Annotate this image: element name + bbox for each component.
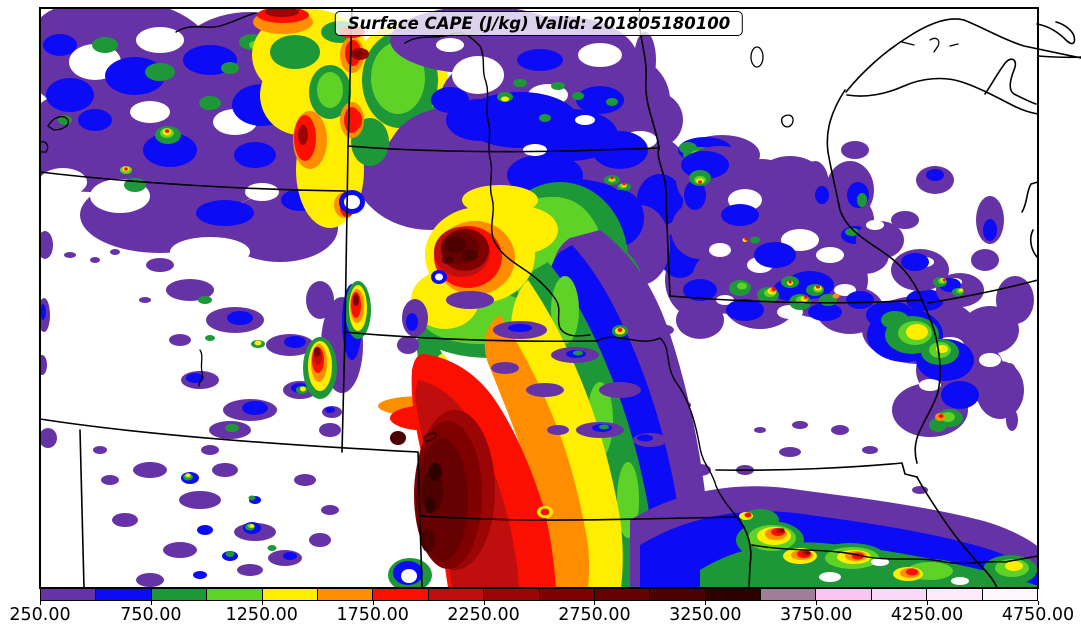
colorbar-tick	[1038, 601, 1039, 605]
colorbar-segment-500	[96, 589, 152, 600]
contour-nebraska-speckles	[446, 291, 691, 447]
colorbar-tick	[261, 601, 263, 605]
colorbar-tick	[150, 601, 152, 605]
missouri-river-montana	[175, 12, 257, 33]
lake-superior-coastline	[750, 18, 1081, 259]
border-iowa-minnesota	[669, 295, 923, 304]
keweenaw-peninsula	[984, 58, 1037, 105]
colorbar-tick-label: 2250.00	[447, 605, 520, 625]
colorbar-segment-3250	[705, 589, 762, 600]
isle-royale-area	[1036, 21, 1076, 45]
colorbar-tick-label: 3750.00	[780, 605, 853, 625]
colorbar-segment-250	[41, 589, 97, 600]
mille-lacs-lake	[750, 46, 764, 68]
colorbar-tick-label: 1250.00	[225, 605, 298, 625]
colorbar-tick	[705, 601, 707, 605]
colorbar-segment-4000	[871, 589, 928, 600]
colorbar-segment-1250	[262, 589, 318, 600]
colorbar-segment-3500	[761, 589, 817, 600]
border-minnesota-wisconsin	[826, 89, 923, 301]
contour-wyoming	[139, 258, 341, 439]
state-borders	[39, 7, 1039, 589]
lake-superior-north-shore	[845, 18, 1081, 93]
colorbar-segment-4250	[927, 589, 983, 600]
superior-shore-overflow	[1037, 55, 1081, 59]
superior-islands	[901, 37, 959, 53]
colorbar-tick	[594, 601, 596, 605]
colorbar-segment-2750	[594, 589, 651, 600]
colorbar-tick	[816, 601, 818, 605]
lake-michigan-door-peninsula	[1021, 181, 1039, 259]
colorbar-segment-2500	[539, 589, 595, 600]
colorbar-tick	[372, 601, 374, 605]
leech-lake	[781, 114, 794, 128]
colorbar-tick-label: 1750.00	[336, 605, 409, 625]
contour-wisconsin	[801, 141, 1004, 307]
colorbar-segment-1750	[373, 589, 429, 600]
wyoming-lake-squiggle	[198, 349, 204, 387]
colorbar	[40, 588, 1038, 601]
border-colorado-kansas	[417, 451, 423, 589]
colorbar-tick	[927, 601, 929, 605]
border-wisconsin-illinois	[927, 279, 1039, 304]
colorbar-segment-2250	[484, 589, 540, 600]
colorbar-segment-1000	[207, 589, 263, 600]
map-title: Surface CAPE (J/kg) Valid: 201805180100	[334, 11, 744, 36]
mississippi-river-iowa-illinois	[914, 299, 942, 464]
missouri-river-nebraska-iowa	[596, 336, 738, 518]
lake-superior-south-shore	[846, 77, 1039, 115]
missouri-river-missouri	[751, 544, 1039, 565]
border-southdakota-nebraska	[343, 331, 598, 343]
border-iowa-missouri	[715, 462, 918, 478]
contour-colorado	[40, 428, 339, 587]
colorbar-tick-label: 2750.00	[558, 605, 631, 625]
colorbar-tick	[483, 601, 485, 605]
border-colorado-utah	[79, 429, 85, 589]
border-kansas-missouri	[736, 516, 752, 589]
colorbar-segment-2000	[428, 589, 485, 600]
colorbar-tick	[40, 601, 41, 605]
cape-contour-field	[40, 8, 1038, 588]
border-northdakota-southdakota	[347, 145, 660, 153]
border-montana-wyoming	[39, 171, 346, 192]
colorbar-segment-750	[151, 589, 208, 600]
missouri-river-southdakota	[489, 157, 591, 337]
colorbar-tick-label: 250.00	[9, 605, 71, 625]
border-nebraska-kansas	[419, 515, 738, 521]
colorbar-segment-4500	[982, 589, 1038, 600]
border-dakotas-montana-wyoming	[341, 7, 353, 453]
fort-peck-lake	[39, 115, 69, 153]
colorbar-tick-label: 4750.00	[1001, 605, 1075, 625]
colorbar-tick-label: 3250.00	[669, 605, 742, 625]
colorbar-segment-3750	[816, 589, 872, 600]
contour-border-streaks	[303, 281, 371, 418]
border-minnesota-southdakota	[657, 147, 671, 297]
colorbar-tick-label: 750.00	[120, 605, 182, 625]
mississippi-river-missouri-illinois	[916, 476, 998, 589]
colorbar-segment-1500	[317, 589, 374, 600]
colorbar-segment-3000	[650, 589, 706, 600]
colorbar-tick-label: 4250.00	[890, 605, 964, 625]
border-41n-wyoming-colorado	[39, 418, 419, 453]
